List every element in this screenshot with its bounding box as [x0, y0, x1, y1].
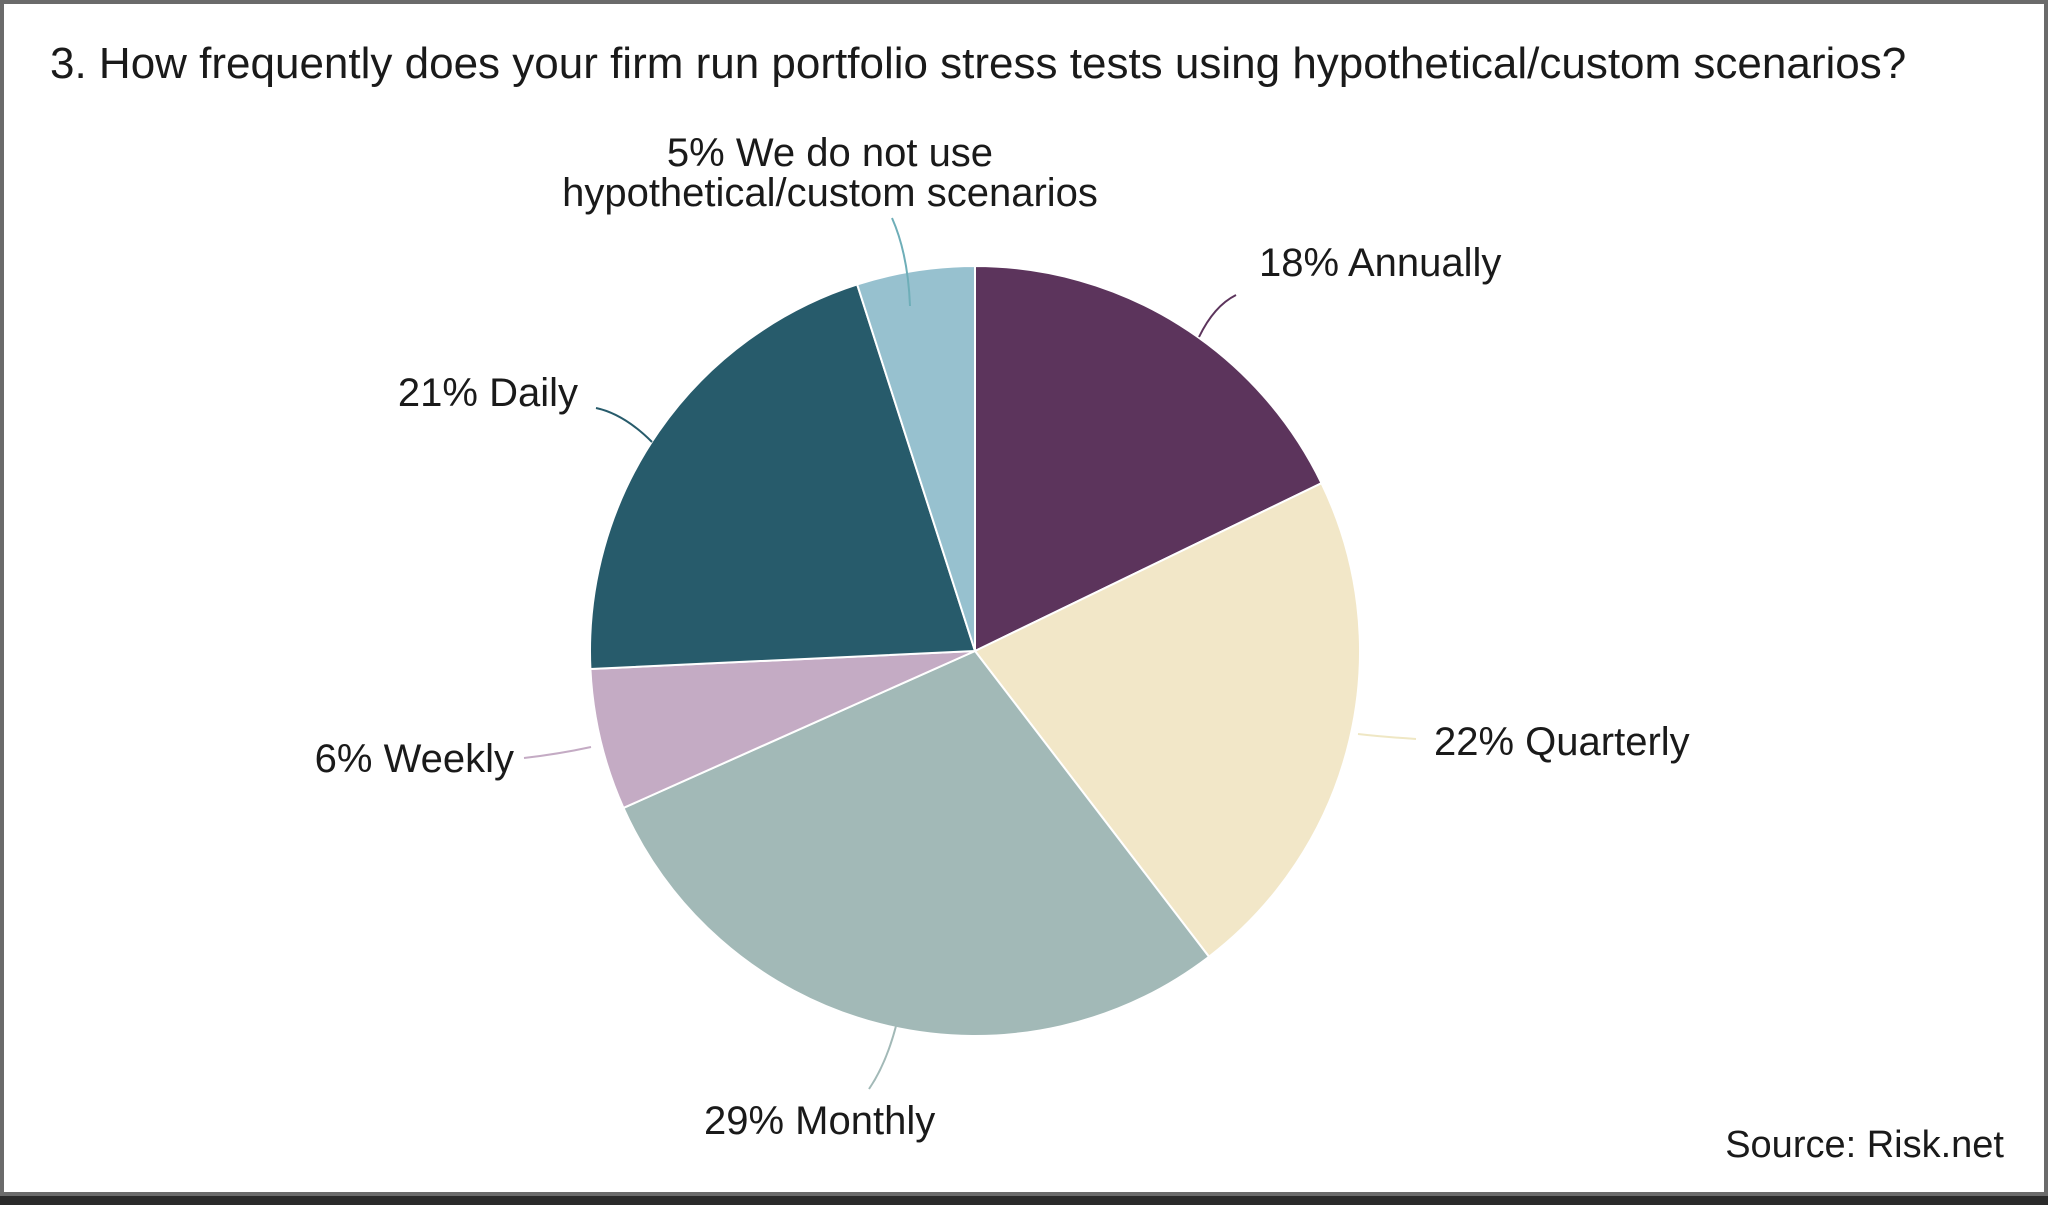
slice-label: 21% Daily	[398, 371, 578, 415]
pie-slices	[589, 264, 1361, 1037]
slice-label-line: 21% Daily	[398, 371, 578, 415]
slice-label: 18% Annually	[1259, 241, 1501, 285]
leader-line	[1357, 733, 1417, 740]
leader-line	[523, 746, 592, 759]
pie-chart: 3. How frequently does your firm run por…	[50, 39, 2004, 1166]
slice-label: 22% Quarterly	[1434, 720, 1690, 764]
slice-labels: 18% Annually 22% Quarterly 29% Monthly 6% W…	[315, 131, 1690, 1143]
pie-slice	[973, 481, 1361, 959]
chart-title: 3. How frequently does your firm run por…	[50, 39, 1906, 88]
slice-label: 6% Weekly	[315, 737, 514, 781]
slice-label-line: 6% Weekly	[315, 737, 514, 781]
slice-label: 5% We do not use hypothetical/custom scen…	[562, 131, 1098, 215]
slice-label-line: 18% Annually	[1259, 241, 1501, 285]
leader-lines	[523, 217, 1417, 1090]
leader-line	[1198, 294, 1237, 338]
slice-label-line: hypothetical/custom scenarios	[562, 171, 1098, 215]
slice-label-line: 22% Quarterly	[1434, 720, 1690, 764]
pie-slice	[589, 650, 976, 810]
leader-line	[891, 217, 911, 307]
leader-line	[595, 407, 653, 443]
pie-slice	[855, 264, 976, 652]
slice-label-line: 29% Monthly	[704, 1099, 935, 1143]
leader-line	[868, 1025, 897, 1090]
pie-slice	[622, 649, 1211, 1037]
slice-label: 29% Monthly	[704, 1099, 935, 1143]
pie-slice	[589, 283, 977, 671]
slice-label-line: 5% We do not use	[667, 131, 993, 175]
source-note: Source: Risk.net	[1725, 1124, 2004, 1166]
pie-slice	[974, 264, 1323, 653]
